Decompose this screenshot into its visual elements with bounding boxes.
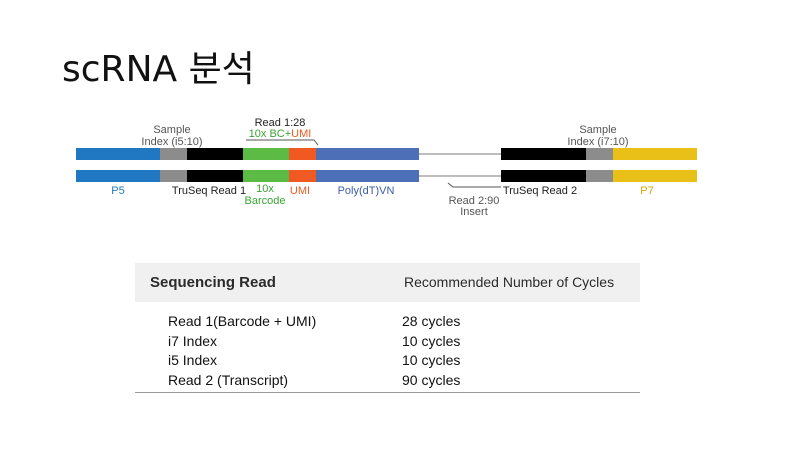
table-body: Read 1(Barcode + UMI) 28 cycles i7 Index…: [135, 313, 640, 391]
read2-arrow: [447, 182, 501, 188]
polydt-segment-top: [316, 148, 419, 160]
read-cell: Read 2 (Transcript): [168, 371, 289, 388]
read-cell: Read 1(Barcode + UMI): [168, 313, 317, 329]
i7-index-segment-bottom: [586, 170, 613, 182]
truseq-read1-segment-top: [187, 148, 243, 160]
p7-segment-bottom: [613, 170, 697, 182]
sample-index-left-label-1: Sample: [153, 124, 190, 136]
table-row: i5 Index 10 cycles: [135, 352, 640, 372]
cycles-cell: 28 cycles: [402, 313, 461, 329]
sequencing-cycles-table: Sequencing Read Recommended Number of Cy…: [135, 263, 640, 393]
slide-title: scRNA 분석: [62, 49, 255, 90]
table-row: i7 Index 10 cycles: [135, 333, 640, 353]
sample-index-right-label-1: Sample: [579, 124, 616, 136]
polydt-segment-bottom: [316, 170, 419, 182]
read1-label: Read 1:28: [255, 117, 306, 129]
umi-segment-bottom: [289, 170, 316, 182]
library-structure-diagram: Sample Index (i5:10) Read 1:28 10x BC+UM…: [76, 117, 697, 218]
read2-label-1: Read 2:90: [449, 195, 500, 207]
i5-index-segment-bottom: [160, 170, 187, 182]
i5-index-segment-top: [160, 148, 187, 160]
table-row: Read 1(Barcode + UMI) 28 cycles: [135, 313, 640, 333]
sample-index-right-label-2: Index (i7:10): [567, 136, 628, 148]
read-cell: i7 Index: [168, 332, 218, 349]
sample-index-left-label-2: Index (i5:10): [141, 136, 202, 148]
polydt-label: Poly(dT)VN: [338, 185, 395, 197]
p7-label: P7: [640, 185, 653, 197]
barcode-segment-bottom: [243, 170, 289, 182]
read-cell: i5 Index: [168, 352, 218, 368]
barcode-label-1: 10x: [256, 183, 274, 195]
p7-segment-top: [613, 148, 697, 160]
truseq-read1-label: TruSeq Read 1: [172, 185, 246, 197]
read1-arrow: [246, 139, 319, 146]
table-row: Read 2 (Transcript) 90 cycles: [135, 372, 640, 392]
umi-top-label: UMI: [291, 128, 311, 140]
umi-segment-top: [289, 148, 316, 160]
barcode-segment-top: [243, 148, 289, 160]
umi-label: UMI: [290, 185, 310, 197]
header-sequencing-read: Sequencing Read: [150, 274, 276, 291]
truseq-read2-segment-bottom: [501, 170, 586, 182]
truseq-read2-segment-top: [501, 148, 586, 160]
cycles-cell: 90 cycles: [402, 371, 461, 388]
cycles-cell: 10 cycles: [402, 332, 461, 349]
truseq-read1-segment-bottom: [187, 170, 243, 182]
p5-segment-bottom: [76, 170, 160, 182]
table-header: Sequencing Read Recommended Number of Cy…: [135, 263, 640, 302]
bc-label: 10x BC+: [249, 128, 292, 140]
cycles-cell: 10 cycles: [402, 352, 461, 368]
read2-label-2: Insert: [460, 206, 488, 218]
bc-umi-label: 10x BC+UMI: [249, 128, 312, 140]
i7-index-segment-top: [586, 148, 613, 160]
table-bottom-rule: [135, 392, 640, 393]
truseq-read2-label: TruSeq Read 2: [503, 185, 577, 197]
p5-label: P5: [111, 185, 124, 197]
header-recommended-cycles: Recommended Number of Cycles: [404, 274, 615, 290]
barcode-label-2: Barcode: [245, 195, 286, 207]
p5-segment-top: [76, 148, 160, 160]
